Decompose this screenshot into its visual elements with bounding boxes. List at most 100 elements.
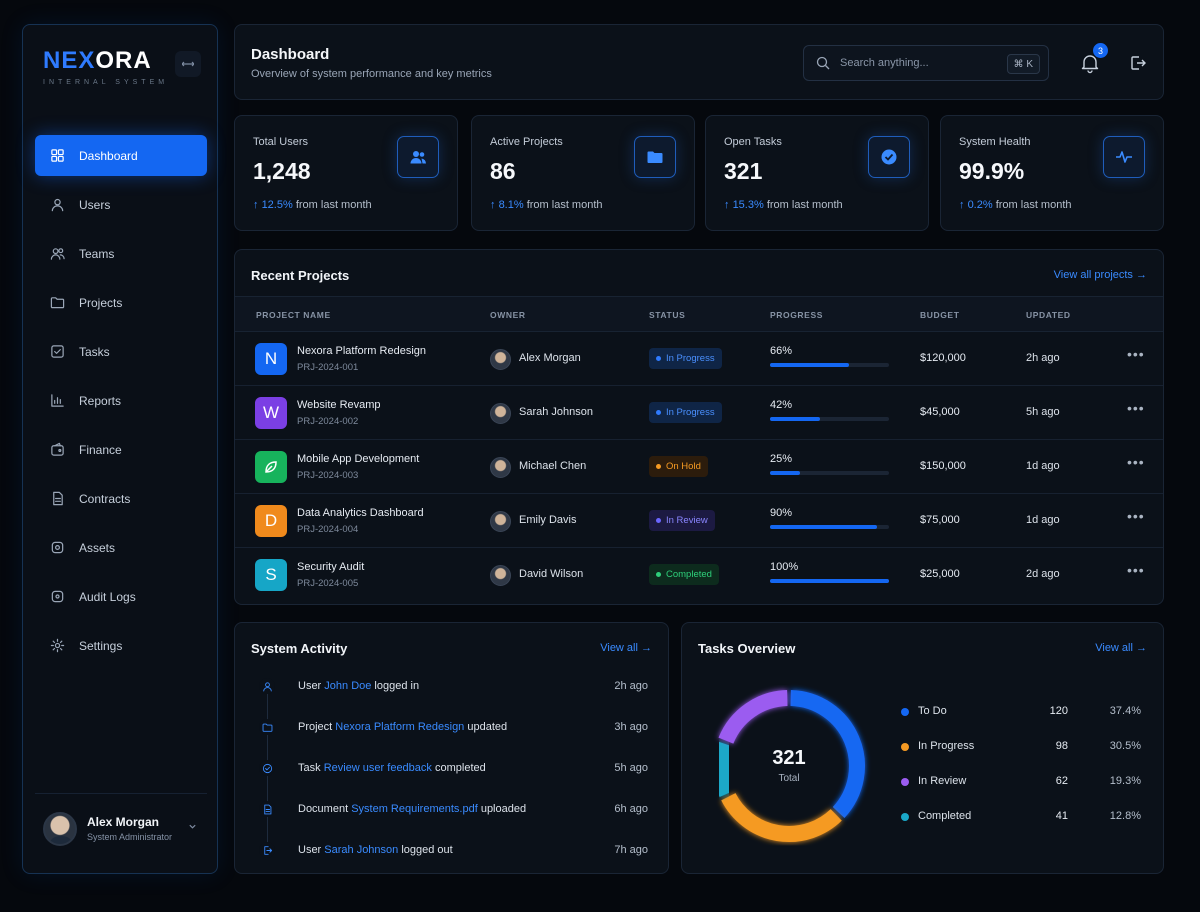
column-header[interactable]: PROGRESS: [770, 310, 823, 320]
legend-dot: [901, 813, 909, 821]
project-name[interactable]: Data Analytics Dashboard: [297, 507, 424, 519]
legend-item[interactable]: To Do 120 37.4%: [901, 704, 1141, 720]
budget-value: $120,000: [920, 352, 966, 364]
legend-item[interactable]: In Review 62 19.3%: [901, 774, 1141, 790]
stat-title: Total Users: [253, 136, 309, 148]
stat-card-system-health[interactable]: System Health 99.9% ↑ 0.2% from last month: [940, 115, 1164, 231]
sidebar-item-contracts[interactable]: Contracts: [35, 478, 207, 519]
bell-icon[interactable]: [1079, 52, 1101, 74]
legend-count: 41: [1055, 810, 1068, 822]
progress-label: 90%: [770, 507, 793, 519]
progress-label: 25%: [770, 453, 793, 465]
donut-segment-completed[interactable]: [713, 741, 735, 798]
activity-item: Project Nexora Platform Redesign updated…: [235, 719, 668, 739]
legend-item[interactable]: In Progress 98 30.5%: [901, 739, 1141, 755]
activity-link[interactable]: John Doe: [324, 680, 372, 692]
column-header[interactable]: BUDGET: [920, 310, 960, 320]
stat-card-open-tasks[interactable]: Open Tasks 321 ↑ 15.3% from last month: [705, 115, 929, 231]
header: Dashboard Overview of system performance…: [234, 24, 1164, 100]
sidebar-item-audit-logs[interactable]: Audit Logs: [35, 576, 207, 617]
project-id: PRJ-2024-004: [297, 524, 359, 535]
donut-label: Total: [778, 773, 800, 784]
legend-item[interactable]: Completed 41 12.8%: [901, 809, 1141, 825]
project-icon: [255, 451, 287, 483]
notification-badge: 3: [1093, 43, 1108, 58]
project-id: PRJ-2024-001: [297, 362, 359, 373]
more-options-icon[interactable]: •••: [1127, 454, 1145, 470]
column-header[interactable]: STATUS: [649, 310, 686, 320]
activity-link[interactable]: System Requirements.pdf: [351, 803, 478, 815]
project-name[interactable]: Security Audit: [297, 561, 365, 573]
sidebar-item-assets[interactable]: Assets: [35, 527, 207, 568]
stat-value: 321: [724, 158, 763, 184]
sidebar: NEXORA INTERNAL SYSTEM Dashboard Users Tea…: [22, 24, 218, 874]
progress-bar-fill: [770, 579, 889, 583]
owner-name: Emily Davis: [519, 514, 577, 526]
more-options-icon[interactable]: •••: [1127, 508, 1145, 524]
logout-icon[interactable]: [1129, 54, 1147, 72]
search-input[interactable]: Search anything... ⌘ K: [803, 45, 1049, 81]
project-name[interactable]: Mobile App Development: [297, 453, 420, 465]
sidebar-item-label: Contracts: [79, 491, 131, 506]
activity-item: User Sarah Johnson logged out 7h ago: [235, 842, 668, 862]
legend-count: 98: [1055, 740, 1068, 752]
sidebar-item-tasks[interactable]: Tasks: [35, 331, 207, 372]
project-name[interactable]: Nexora Platform Redesign: [297, 345, 427, 357]
progress-bar-fill: [770, 471, 800, 475]
activity-link[interactable]: Review user feedback: [323, 762, 432, 774]
more-options-icon[interactable]: •••: [1127, 562, 1145, 578]
chevron-down-icon[interactable]: [188, 822, 197, 834]
view-all-activity-link[interactable]: View all →: [600, 642, 652, 654]
activity-link[interactable]: Nexora Platform Redesign: [335, 721, 465, 733]
donut-segment-in-review[interactable]: [718, 690, 788, 744]
donut-segment-to-do[interactable]: [790, 690, 865, 818]
stat-card-active-projects[interactable]: Active Projects 86 ↑ 8.1% from last month: [471, 115, 695, 231]
sidebar-item-finance[interactable]: Finance: [35, 429, 207, 470]
activity-link[interactable]: Sarah Johnson: [324, 844, 399, 856]
sidebar-item-projects[interactable]: Projects: [35, 282, 207, 323]
activity-prefix: Document: [298, 803, 352, 815]
project-initial: S: [265, 565, 277, 584]
more-options-icon[interactable]: •••: [1127, 400, 1145, 416]
logo-nex: NEX: [43, 47, 96, 74]
legend-dot: [901, 743, 909, 751]
sidebar-item-users[interactable]: Users: [35, 184, 207, 225]
column-header[interactable]: UPDATED: [1026, 310, 1071, 320]
legend-label: In Review: [918, 775, 967, 787]
logo[interactable]: NEXORA INTERNAL SYSTEM: [43, 47, 168, 86]
donut-segment-in-progress[interactable]: [721, 792, 842, 842]
more-options-icon[interactable]: •••: [1127, 346, 1145, 362]
activity-suffix: uploaded: [477, 803, 527, 815]
user-profile[interactable]: Alex Morgan System Administrator: [35, 793, 207, 863]
updated-time: 1d ago: [1026, 514, 1060, 526]
table-row[interactable]: S Security Audit PRJ-2024-005 David Wilson C…: [235, 548, 1163, 602]
arrow-up-icon: ↑: [724, 199, 733, 211]
stat-change: ↑ 8.1% from last month: [490, 199, 603, 211]
view-all-projects-link[interactable]: View all projects →: [1053, 269, 1147, 281]
status-badge: In Progress: [649, 402, 722, 423]
table-row[interactable]: W Website Revamp PRJ-2024-002 Sarah Johnson…: [235, 386, 1163, 440]
column-header[interactable]: PROJECT NAME: [256, 310, 331, 320]
table-row[interactable]: Mobile App Development PRJ-2024-003 Michae…: [235, 440, 1163, 494]
view-all-tasks-link[interactable]: View all →: [1095, 642, 1147, 654]
sidebar-item-dashboard[interactable]: Dashboard: [35, 135, 207, 176]
check-square-icon: [49, 344, 65, 360]
activity-time: 5h ago: [614, 762, 648, 774]
project-icon: S: [255, 559, 287, 591]
activity-item: Document System Requirements.pdf uploade…: [235, 801, 668, 821]
grid-icon: [49, 148, 65, 164]
column-header[interactable]: OWNER: [490, 310, 526, 320]
owner-name: Michael Chen: [519, 460, 587, 472]
activity-suffix: logged in: [371, 680, 420, 692]
activity-time: 7h ago: [614, 844, 648, 856]
sidebar-item-reports[interactable]: Reports: [35, 380, 207, 421]
sidebar-item-teams[interactable]: Teams: [35, 233, 207, 274]
stat-card-total-users[interactable]: Total Users 1,248 ↑ 12.5% from last month: [234, 115, 458, 231]
table-row[interactable]: N Nexora Platform Redesign PRJ-2024-001 Ale…: [235, 332, 1163, 386]
collapse-sidebar-button[interactable]: [175, 51, 201, 77]
folder-icon: [634, 136, 676, 178]
sidebar-item-settings[interactable]: Settings: [35, 625, 207, 666]
project-name[interactable]: Website Revamp: [297, 399, 381, 411]
table-row[interactable]: D Data Analytics Dashboard PRJ-2024-004 Emi…: [235, 494, 1163, 548]
stat-value: 99.9%: [959, 158, 1025, 184]
